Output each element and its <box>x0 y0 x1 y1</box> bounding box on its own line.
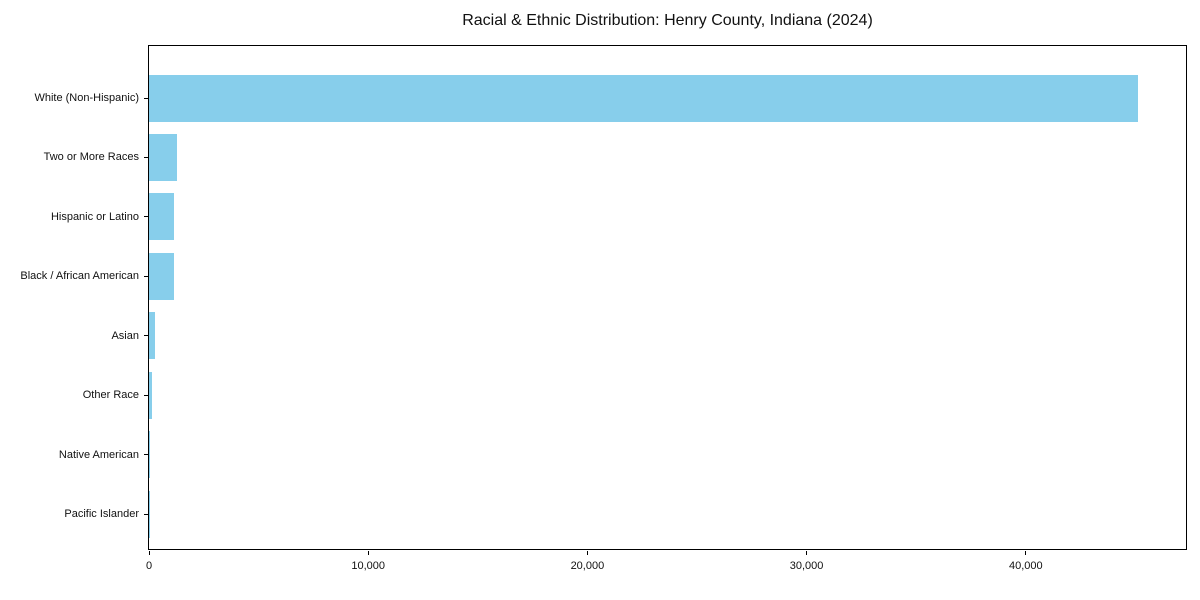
x-axis-tick-mark <box>367 551 369 555</box>
x-axis-tick-mark <box>586 551 588 555</box>
bar <box>149 371 153 419</box>
bar <box>149 74 1138 122</box>
x-axis-tick-label: 40,000 <box>1008 560 1043 572</box>
x-axis-tick-mark <box>806 551 808 555</box>
y-axis-label: White (Non-Hispanic) <box>34 92 139 104</box>
y-axis-label: Hispanic or Latino <box>50 210 139 223</box>
y-axis-label: Black / African American <box>20 270 139 283</box>
y-axis-label: Native American <box>58 448 139 461</box>
y-axis-label: Pacific Islander <box>64 508 139 520</box>
chart-title: Racial & Ethnic Distribution: Henry Coun… <box>462 12 873 29</box>
y-axis-tick-mark <box>144 513 148 515</box>
x-axis-tick-label: 0 <box>145 560 153 572</box>
x-axis-tick-mark <box>148 551 150 555</box>
bar <box>149 193 175 241</box>
y-axis-label: Asian <box>111 329 139 342</box>
y-axis-tick-mark <box>144 454 148 456</box>
y-axis-tick-mark <box>144 216 148 218</box>
y-axis-tick-mark <box>144 394 148 396</box>
y-axis-tick-mark <box>144 335 148 337</box>
y-axis-label: Other Race <box>82 389 139 402</box>
x-axis-tick-label: 30,000 <box>789 560 824 572</box>
y-axis-tick-mark <box>144 97 148 99</box>
y-axis-label: Two or More Races <box>43 151 139 164</box>
y-axis-tick-mark <box>144 156 148 158</box>
bar <box>149 133 178 181</box>
bar <box>149 252 175 300</box>
plot-area: White (Non-Hispanic) Two or More Races His… <box>20 45 1187 572</box>
bar <box>149 431 151 479</box>
x-axis-tick-label: 10,000 <box>351 560 386 572</box>
x-axis-tick-label: 20,000 <box>570 560 605 572</box>
y-axis-tick-mark <box>144 275 148 277</box>
x-axis-tick-mark <box>1025 551 1027 555</box>
bar <box>149 312 155 360</box>
